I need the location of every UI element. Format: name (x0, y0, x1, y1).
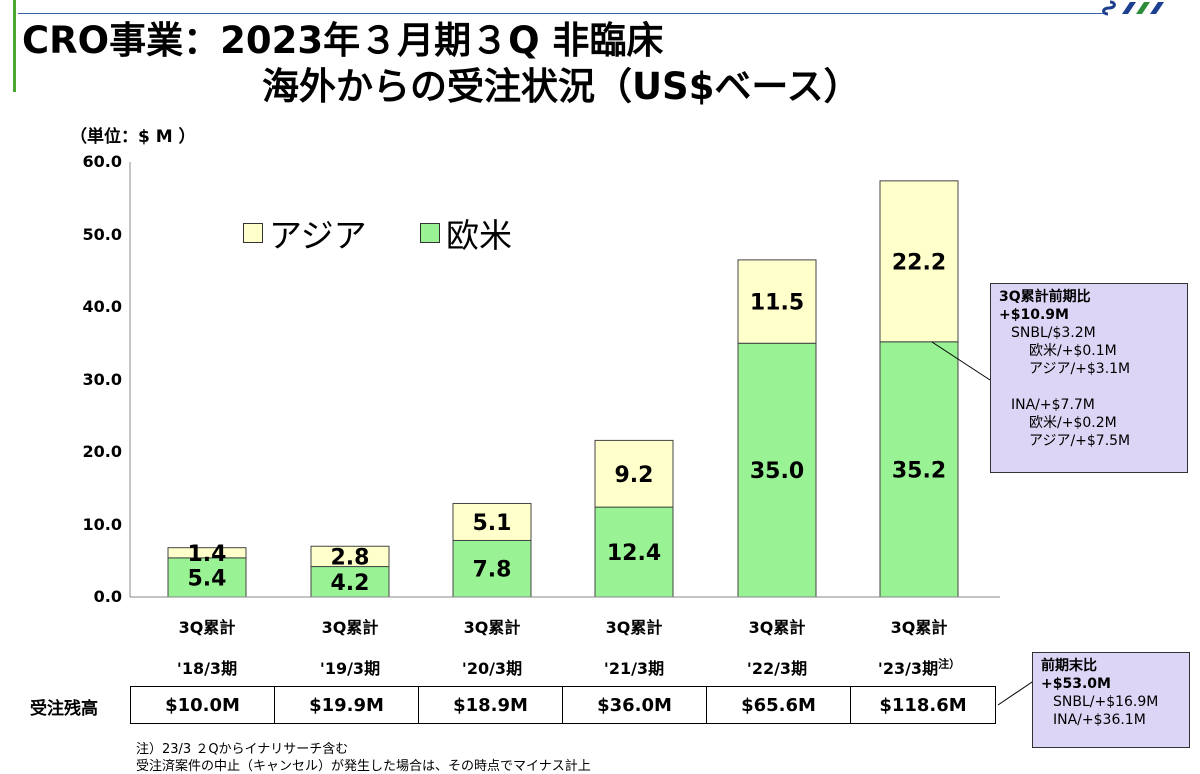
title-line-1: CRO事業：2023年３月期３Q 非臨床 (22, 19, 664, 62)
callout-3q-comparison: 3Q累計前期比 +$10.9M SNBL/$3.2M 欧米/+$0.1M アジア… (990, 283, 1188, 473)
data-label: 22.2 (892, 250, 946, 275)
callout-3q-snbl: SNBL/$3.2M (1011, 325, 1096, 341)
backlog-cell: $65.6M (707, 687, 851, 723)
y-tick-label: 0.0 (93, 587, 122, 606)
callout-backlog-heading-1: 前期末比 (1041, 658, 1097, 674)
legend-label-asia: アジア (269, 216, 367, 255)
x-tick-label: '21/3期 (603, 659, 665, 678)
y-tick-label: 10.0 (82, 514, 122, 534)
bar-segment-west (737, 342, 817, 598)
legend-swatch-asia (243, 223, 263, 243)
data-label: 9.2 (615, 463, 654, 488)
callout-3q-ina-asia: アジア/+$7.5M (1029, 433, 1131, 449)
x-tick-label: '23/3期注） (877, 657, 961, 678)
legend-item-west: 欧米 (420, 213, 512, 255)
y-tick-label: 40.0 (82, 297, 122, 316)
data-label: 4.2 (331, 571, 370, 596)
backlog-cell: $118.6M (879, 694, 967, 716)
y-tick-label: 60.0 (82, 152, 122, 171)
legend-label-west: 欧米 (446, 216, 512, 255)
x-tick-label: 3Q累計 (321, 618, 379, 637)
company-logo (1102, 0, 1164, 16)
bar-segment-asia (167, 547, 247, 559)
callout-3q-snbl-asia: アジア/+$3.1M (1029, 361, 1131, 377)
data-label: 2.8 (331, 545, 370, 570)
backlog-cell: $18.9M (419, 687, 563, 723)
backlog-label: 受注残高 (30, 699, 98, 719)
data-label: 1.4 (188, 542, 227, 567)
legend-swatch-west (420, 223, 440, 243)
bars-layer: 5.41.4 4.22.8 7.8 5.1 12.4 9.2 35.0 11.5 35.2 22.… (167, 180, 959, 598)
header-rule (18, 13, 1108, 14)
y-tick-label: 50.0 (82, 224, 122, 244)
callout-3q-heading-2: +$10.9M (999, 307, 1069, 323)
unit-label: （単位：$ M ） (70, 127, 196, 147)
callout-backlog-snbl: SNBL/+$16.9M (1053, 694, 1159, 710)
callout-3q-pointer (931, 341, 991, 381)
y-tick-label: 30.0 (82, 369, 122, 389)
x-tick-label: '22/3期 (746, 659, 808, 678)
x-tick-note: 注） (938, 657, 961, 671)
callout-backlog-ina: INA/+$36.1M (1053, 712, 1146, 728)
callout-3q-snbl-west: 欧米/+$0.1M (1029, 343, 1117, 359)
accent-bar (13, 0, 16, 92)
x-tick-label: 3Q累計 (748, 618, 806, 637)
bar-segment-asia (737, 259, 817, 344)
x-tick-label: 3Q累計 (605, 618, 663, 637)
backlog-table: $10.0M $19.9M $18.9M $36.0M $65.6M $118.… (130, 686, 996, 724)
bar-segment-asia (594, 439, 674, 508)
backlog-cell: $10.0M (131, 687, 275, 723)
bar-segment-west (310, 566, 390, 598)
data-label: 35.2 (892, 458, 946, 483)
callout-backlog-heading-2: +$53.0M (1041, 676, 1111, 692)
y-tick-label: 20.0 (82, 442, 122, 461)
data-label: 5.4 (188, 566, 227, 591)
bar-segment-asia (452, 502, 532, 541)
x-tick-label: 3Q累計 (178, 618, 236, 637)
footnote-2: 受注済案件の中止（キャンセル）が発生した場合は、その時点でマイナス計上 (136, 759, 591, 774)
bar-segment-asia (879, 180, 959, 343)
x-tick-label: '18/3期 (176, 659, 238, 678)
footnote-1: 注）23/3 ２Qからイナリサーチ含む (136, 742, 349, 757)
data-label: 35.0 (750, 459, 804, 484)
x-tick-label: '19/3期 (319, 659, 381, 678)
page-title: CRO事業：2023年３月期３Q 非臨床 海外からの受注状況（US$ベース） (22, 18, 861, 110)
data-label: 7.8 (473, 558, 512, 583)
title-line-2: 海外からの受注状況（US$ベース） (262, 65, 861, 108)
callout-3q-ina: INA/+$7.7M (1011, 397, 1095, 413)
x-tick-label: 3Q累計 (463, 618, 521, 637)
backlog-cell: $36.0M (563, 687, 707, 723)
x-tick-label: 3Q累計 (890, 618, 948, 637)
data-label: 11.5 (750, 291, 804, 316)
data-label: 12.4 (607, 541, 661, 566)
callout-3q-ina-west: 欧米/+$0.2M (1029, 415, 1117, 431)
callout-3q-heading-1: 3Q累計前期比 (999, 289, 1091, 305)
data-label: 5.1 (473, 511, 512, 536)
x-tick-label: '20/3期 (461, 659, 523, 678)
callout-backlog-comparison: 前期末比 +$53.0M SNBL/+$16.9M INA/+$36.1M (1032, 652, 1190, 748)
bar-segment-asia (310, 545, 390, 568)
callout-backlog-pointer (997, 679, 1036, 706)
bar-segment-west (452, 539, 532, 598)
bar-segment-west (167, 557, 247, 598)
backlog-cell: $19.9M (275, 687, 419, 723)
bar-segment-west (879, 341, 959, 598)
legend-item-asia: アジア (243, 213, 367, 255)
